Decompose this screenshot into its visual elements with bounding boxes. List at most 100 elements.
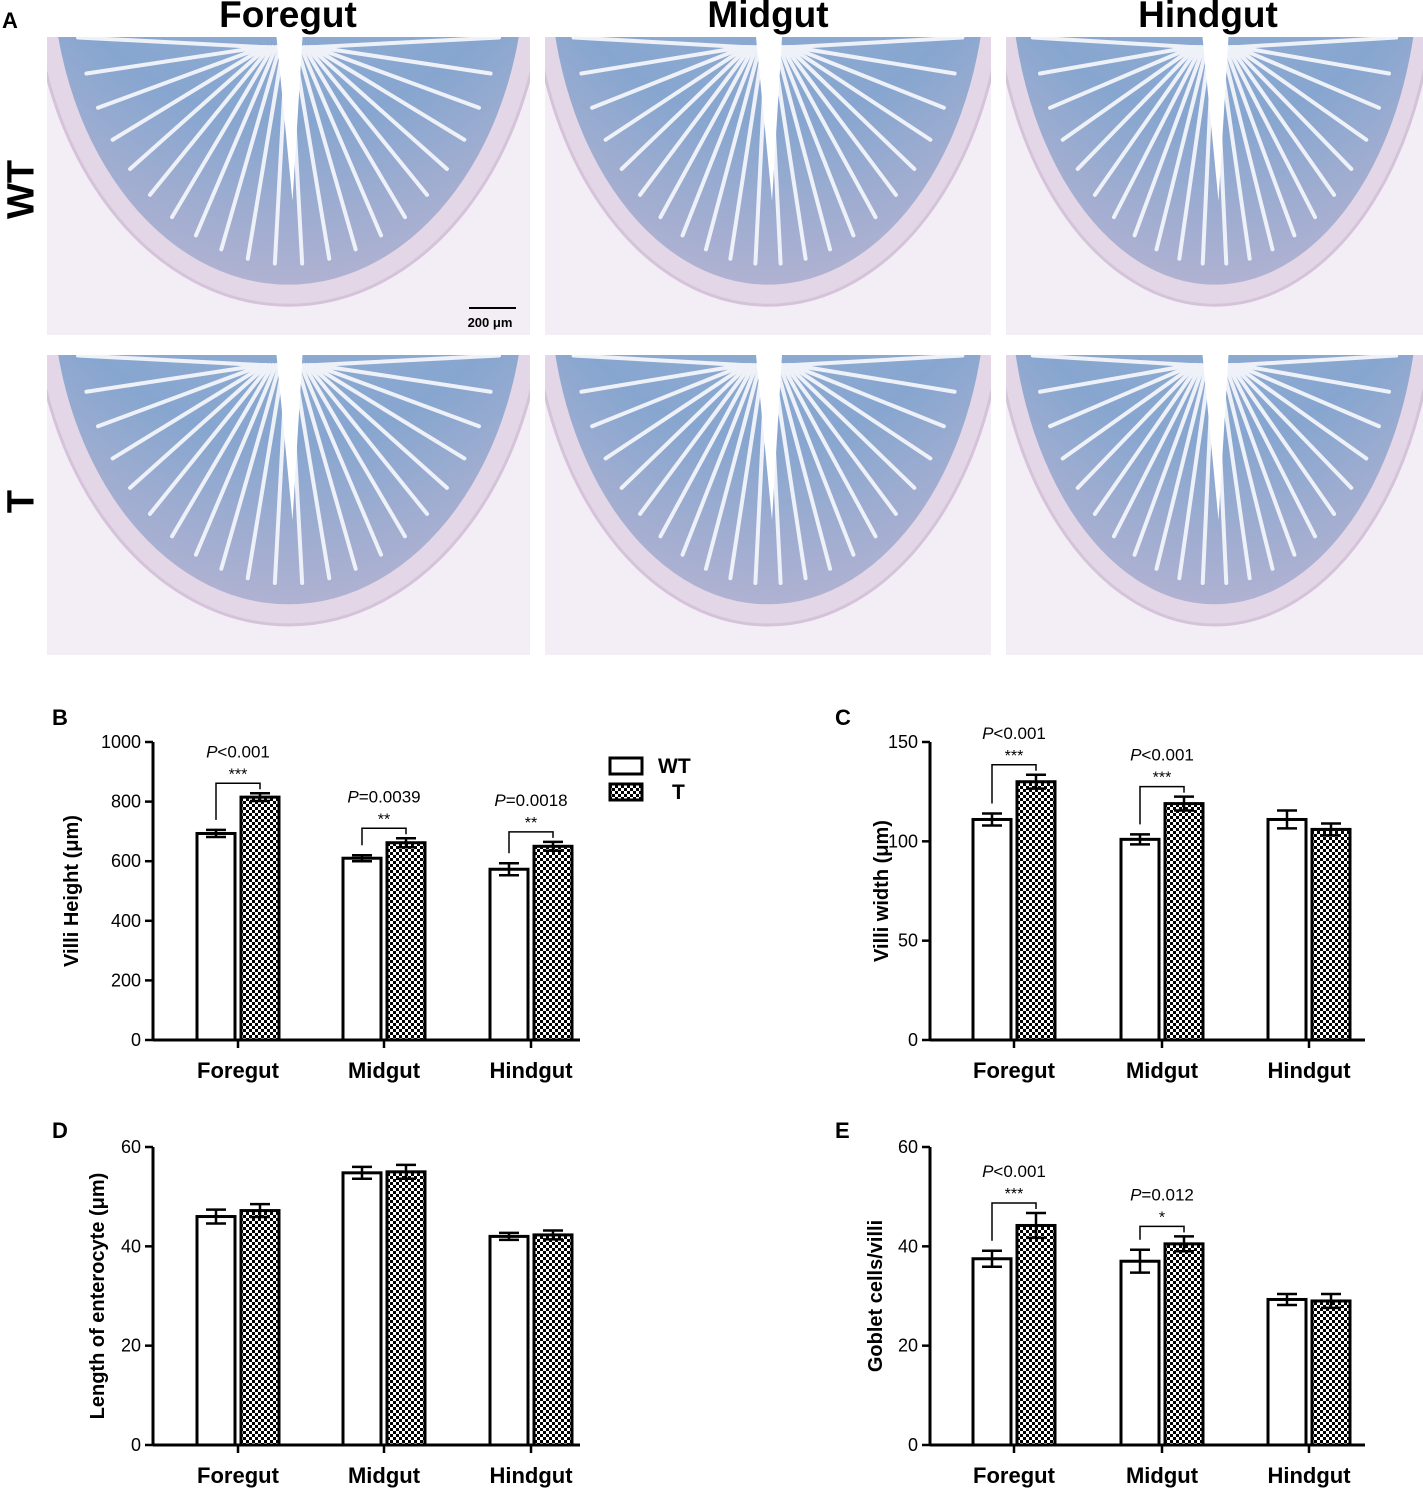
- villus-lumen: [147, 363, 273, 516]
- villus-lumen: [1220, 45, 1275, 252]
- villus-lumen: [307, 363, 449, 490]
- villus-lumen: [1060, 45, 1197, 142]
- bar-wt: [971, 817, 1013, 1042]
- bar-wt: [195, 831, 237, 1042]
- x-tick-label: Foregut: [973, 1058, 1056, 1083]
- micrograph-grid: 200 μm: [47, 37, 1423, 655]
- column-title-midgut: Midgut: [707, 0, 829, 35]
- villus-lumen: [1235, 45, 1391, 76]
- x-tick-label: Hindgut: [1267, 1058, 1351, 1083]
- panel-letter-d: D: [52, 1118, 68, 1143]
- column-title-hindgut: Hindgut: [1138, 0, 1278, 35]
- y-tick-label: 60: [121, 1137, 141, 1157]
- y-tick-label: 100: [888, 831, 918, 851]
- villus-lumen: [1132, 45, 1206, 238]
- y-tick-label: 800: [111, 792, 141, 812]
- villus-lumen: [1092, 363, 1201, 516]
- p-symbol: P: [982, 1162, 994, 1181]
- villus-lumen: [1235, 363, 1391, 394]
- villus-lumen: [1230, 45, 1354, 171]
- significance-bracket: [1139, 785, 1185, 825]
- villus-lumen: [680, 45, 759, 238]
- p-value-label: P<0.001: [982, 724, 1046, 743]
- villus-lumen: [170, 45, 275, 220]
- villus-lumen: [170, 363, 275, 539]
- scale-bar-label: 200 μm: [468, 315, 513, 330]
- y-tick-label: 150: [888, 732, 918, 752]
- bar-t: [1310, 1299, 1352, 1447]
- y-tick-label: 0: [131, 1435, 141, 1455]
- bar-t: [239, 795, 281, 1042]
- villus-lumen: [1230, 363, 1354, 490]
- villus-lumen: [75, 355, 263, 367]
- mucosa: [555, 355, 981, 605]
- villus-lumen: [780, 45, 878, 220]
- legend: WT T: [606, 752, 716, 812]
- bar-wt: [488, 867, 530, 1042]
- villus-lumen: [1236, 37, 1399, 49]
- villus-lumen: [1228, 45, 1337, 197]
- villus-lumen: [590, 363, 747, 429]
- villus-lumen: [780, 363, 878, 539]
- villus-lumen: [1038, 45, 1194, 76]
- p-value-label: P=0.0018: [494, 791, 567, 810]
- villus-lumen: [1220, 363, 1275, 571]
- significance-stars: ***: [1005, 748, 1024, 765]
- gut-lumen: [756, 37, 782, 201]
- x-tick-label: Midgut: [348, 1463, 421, 1488]
- significance-bracket: [1139, 1225, 1185, 1240]
- villus-lumen: [785, 45, 917, 171]
- villus-lumen: [680, 363, 759, 557]
- villus-lumen: [1225, 363, 1318, 539]
- villus-lumen: [638, 363, 753, 516]
- villus-lumen: [302, 363, 407, 539]
- villus-lumen: [1154, 363, 1209, 571]
- villus-lumen: [1154, 45, 1209, 252]
- mucosa: [58, 355, 519, 605]
- villus-lumen: [304, 363, 430, 516]
- bar-wt: [1266, 817, 1308, 1042]
- legend-label-t: T: [672, 781, 685, 804]
- villus-lumen: [84, 363, 264, 394]
- bar-wt: [341, 856, 383, 1042]
- villus-lumen: [619, 45, 751, 171]
- villus-lumen: [603, 363, 749, 461]
- villus-lumen: [1223, 45, 1297, 238]
- villus-lumen: [603, 45, 749, 142]
- bar-wt: [1266, 1297, 1308, 1447]
- villus-lumen: [1132, 363, 1206, 557]
- p-symbol: P: [982, 724, 994, 743]
- villus-lumen: [314, 37, 502, 49]
- legend-label-wt: WT: [658, 755, 691, 778]
- villus-lumen: [619, 363, 751, 490]
- y-tick-label: 50: [898, 931, 918, 951]
- villus-lumen: [579, 45, 746, 76]
- y-tick-label: 0: [131, 1030, 141, 1050]
- villus-lumen: [75, 37, 263, 49]
- villus-lumen: [774, 45, 833, 252]
- x-tick-label: Foregut: [197, 1058, 280, 1083]
- micrograph-tile: [545, 355, 991, 655]
- p-value-label: P<0.001: [982, 1162, 1046, 1181]
- villus-lumen: [295, 363, 358, 571]
- villus-lumen: [1111, 363, 1204, 539]
- x-tick-label: Hindgut: [489, 1463, 573, 1488]
- villus-lumen: [245, 363, 286, 581]
- bar-wt: [1119, 837, 1161, 1042]
- villus-lumen: [291, 363, 332, 581]
- p-value-label: P<0.001: [1130, 746, 1194, 765]
- villus-lumen: [245, 45, 286, 261]
- villus-lumen: [291, 45, 332, 261]
- villus-lumen: [298, 45, 384, 238]
- mucosa: [555, 37, 981, 285]
- micrograph-tile: [1006, 37, 1423, 335]
- gut-lumen: [1202, 355, 1229, 520]
- micrograph-tile: [47, 37, 530, 335]
- bar-t: [1310, 827, 1352, 1042]
- y-tick-label: 600: [111, 851, 141, 871]
- villus-lumen: [728, 45, 765, 261]
- villus-lumen: [703, 45, 762, 252]
- mucosa: [58, 37, 519, 285]
- mucosa: [1015, 37, 1414, 285]
- bar-wt: [488, 1234, 530, 1447]
